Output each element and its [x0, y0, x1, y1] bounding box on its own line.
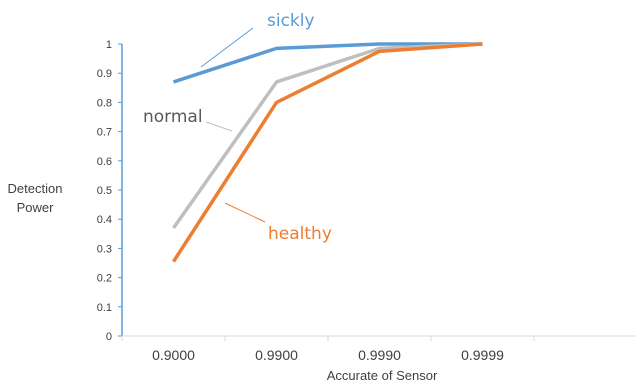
- x-tick-label: 0.9990: [358, 347, 401, 363]
- y-axis-label-line2: Power: [17, 200, 55, 215]
- series-label-sickly: sickly: [267, 11, 315, 31]
- x-tick-label: 0.9999: [461, 347, 504, 363]
- series-label-normal: normal: [143, 107, 203, 127]
- leader-line-healthy: [224, 202, 266, 223]
- series-line-sickly: [172, 42, 483, 84]
- y-tick-label: 0.7: [97, 127, 112, 139]
- x-tick-label: 0.9900: [255, 347, 298, 363]
- y-axis-label-line1: Detection: [8, 181, 63, 196]
- series-line-healthy: [172, 42, 483, 263]
- y-axis-ticks: 0 0.1 0.2 0.3 0.4 0.5 0.6 0.7 0.8 0.9 1: [97, 39, 122, 343]
- series-lines: [172, 42, 483, 263]
- series-label-healthy: healthy: [268, 224, 332, 244]
- x-tick-label: 0.9000: [152, 347, 195, 363]
- y-tick-label: 1: [106, 39, 112, 51]
- y-tick-label: 0.9: [97, 68, 112, 80]
- x-axis-ticks: 0.9000 0.9900 0.9990 0.9999: [121, 336, 535, 363]
- y-tick-label: 0.6: [97, 156, 112, 168]
- y-tick-label: 0.5: [97, 185, 112, 197]
- y-tick-label: 0.2: [97, 273, 112, 285]
- leader-line-sickly: [200, 27, 254, 68]
- series-line-normal: [172, 42, 483, 229]
- y-tick-label: 0.3: [97, 243, 112, 255]
- y-tick-label: 0.1: [97, 302, 112, 314]
- leader-line-normal: [205, 121, 233, 132]
- y-tick-label: 0.4: [97, 214, 112, 226]
- series-annotations: sickly normal healthy: [143, 11, 332, 244]
- x-axis-label: Accurate of Sensor: [327, 368, 438, 383]
- y-tick-label: 0.8: [97, 97, 112, 109]
- y-tick-label: 0: [106, 331, 112, 343]
